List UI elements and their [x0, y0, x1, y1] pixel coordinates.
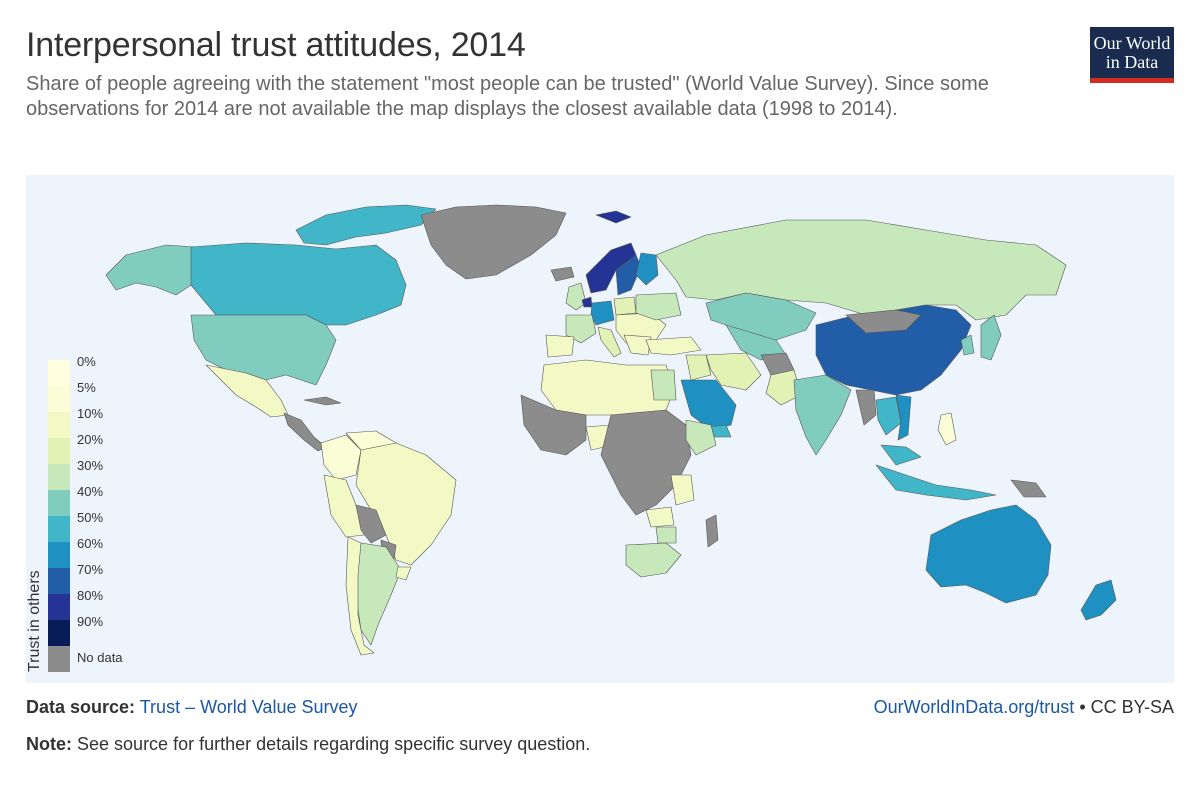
region-usa[interactable] — [190, 314, 337, 386]
legend-label: 40% — [77, 484, 104, 499]
region-italy[interactable] — [597, 326, 622, 358]
legend-label: 70% — [77, 562, 104, 577]
region-mongolia[interactable] — [845, 309, 922, 334]
legend-label: No data — [77, 650, 123, 665]
world-map-svg — [105, 204, 1117, 656]
region-zambia[interactable] — [645, 506, 675, 528]
region-central-africa[interactable] — [600, 409, 692, 516]
legend-swatch — [48, 360, 70, 386]
region-ethiopia[interactable] — [685, 419, 717, 456]
legend-label: 50% — [77, 510, 104, 525]
legend-title: Trust in others — [26, 570, 43, 672]
note-label: Note: — [26, 734, 72, 754]
legend-swatch — [48, 646, 70, 672]
region-australia[interactable] — [925, 504, 1052, 604]
legend-label: 60% — [77, 536, 104, 551]
chart-subtitle: Share of people agreeing with the statem… — [26, 73, 989, 120]
region-france[interactable] — [565, 314, 597, 344]
region-canada[interactable] — [190, 242, 407, 326]
world-map[interactable] — [26, 175, 1174, 683]
legend-label: 0% — [77, 354, 96, 369]
legend-swatch — [48, 568, 70, 594]
region-myanmar[interactable] — [855, 389, 877, 426]
region-indonesia[interactable] — [875, 464, 997, 501]
legend-swatch — [48, 516, 70, 542]
legend-label: 5% — [77, 380, 96, 395]
region-madagascar[interactable] — [705, 514, 719, 548]
region-canada-arctic[interactable] — [295, 204, 437, 246]
region-japan[interactable] — [980, 314, 1002, 361]
legend-swatch — [48, 412, 70, 438]
region-zimbabwe[interactable] — [655, 526, 677, 544]
region-spain[interactable] — [545, 334, 575, 358]
region-ukraine[interactable] — [635, 292, 682, 321]
region-sweden[interactable] — [615, 254, 642, 296]
region-peru[interactable] — [323, 474, 365, 538]
legend-swatch — [48, 594, 70, 620]
region-colombia[interactable] — [320, 434, 362, 481]
region-germany[interactable] — [590, 300, 615, 326]
region-cuba[interactable] — [303, 396, 342, 406]
region-svalbard[interactable] — [595, 210, 632, 224]
license-text: • CC BY-SA — [1079, 697, 1174, 717]
region-thailand[interactable] — [875, 396, 902, 436]
region-vietnam[interactable] — [895, 394, 912, 441]
region-egypt[interactable] — [650, 369, 677, 401]
data-source: Data source: Trust – World Value Survey — [26, 697, 357, 718]
data-source-label: Data source: — [26, 697, 136, 717]
region-brazil[interactable] — [355, 442, 457, 566]
site-link[interactable]: OurWorldInData.org/trust — [873, 697, 1075, 717]
region-iceland[interactable] — [550, 266, 575, 282]
legend-swatch — [48, 490, 70, 516]
data-source-link[interactable]: Trust – World Value Survey — [139, 697, 358, 717]
attribution: OurWorldInData.org/trust • CC BY-SA — [874, 697, 1174, 718]
owid-logo[interactable]: Our World in Data — [1090, 27, 1174, 83]
region-south-africa[interactable] — [625, 542, 682, 578]
note-text: See source for further details regarding… — [77, 734, 591, 754]
legend-swatch — [48, 464, 70, 490]
legend-label: 80% — [77, 588, 104, 603]
legend-swatch — [48, 386, 70, 412]
region-india[interactable] — [793, 374, 852, 456]
region-balkans[interactable] — [623, 334, 652, 356]
chart-title: Interpersonal trust attitudes, 2014 — [26, 26, 526, 64]
region-alaska[interactable] — [105, 244, 197, 296]
region-turkey[interactable] — [645, 336, 702, 356]
legend-swatch — [48, 438, 70, 464]
region-papua[interactable] — [1010, 479, 1047, 498]
region-korea[interactable] — [960, 334, 975, 356]
legend: 0% 5% 10% 20% 30% 40% 50% 60% 70% 80% 90… — [48, 354, 168, 675]
region-mexico[interactable] — [205, 364, 289, 418]
legend-label: 20% — [77, 432, 104, 447]
legend-label: 90% — [77, 614, 104, 629]
region-poland[interactable] — [613, 296, 637, 316]
region-malaysia[interactable] — [880, 444, 922, 466]
region-finland[interactable] — [635, 252, 659, 286]
logo-line-1: Our World — [1093, 33, 1171, 53]
region-west-africa[interactable] — [520, 394, 587, 456]
region-greenland[interactable] — [420, 204, 567, 280]
region-iraq[interactable] — [685, 354, 712, 381]
region-chile[interactable] — [345, 536, 375, 656]
region-new-zealand[interactable] — [1080, 579, 1117, 621]
footnote: Note: See source for further details reg… — [26, 734, 590, 755]
region-china[interactable] — [815, 304, 972, 396]
region-central-america[interactable] — [283, 412, 327, 452]
logo-line-2: in Data — [1105, 52, 1159, 72]
region-uruguay[interactable] — [395, 566, 412, 581]
region-tanzania[interactable] — [670, 474, 695, 506]
region-saudi-arabia[interactable] — [680, 379, 737, 431]
region-iran[interactable] — [705, 352, 762, 391]
legend-swatch — [48, 620, 70, 646]
region-pakistan[interactable] — [765, 369, 802, 406]
region-uk[interactable] — [565, 282, 587, 311]
legend-label: 10% — [77, 406, 104, 421]
legend-label: 30% — [77, 458, 104, 473]
region-bolivia[interactable] — [355, 504, 387, 544]
region-philippines[interactable] — [937, 412, 957, 446]
legend-swatch — [48, 542, 70, 568]
